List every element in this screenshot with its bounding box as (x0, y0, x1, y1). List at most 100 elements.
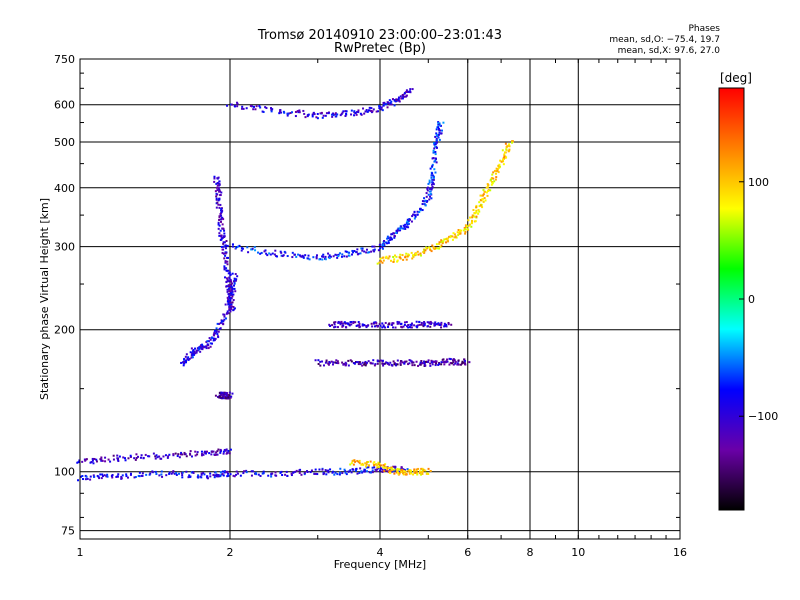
echo-point (487, 184, 490, 187)
echo-point (378, 104, 381, 107)
echo-point (505, 156, 508, 159)
echo-point (429, 325, 432, 328)
echo-point (149, 472, 152, 475)
echo-point (399, 257, 402, 260)
echo-point (109, 460, 112, 463)
echo-point (375, 470, 378, 473)
echo-point (329, 468, 332, 471)
echo-point (420, 323, 423, 326)
echo-point (361, 361, 364, 364)
echo-point (442, 240, 445, 243)
echo-point (287, 112, 290, 115)
echo-point (495, 167, 498, 170)
echo-point (251, 247, 254, 250)
echo-point (221, 236, 224, 239)
echo-point (408, 218, 411, 221)
echo-point (274, 471, 277, 474)
echo-point (349, 321, 352, 324)
echo-point (432, 151, 435, 154)
echo-point (358, 322, 361, 325)
echo-point (420, 467, 423, 470)
echo-point (81, 474, 84, 477)
echo-point (190, 356, 193, 359)
x-tick-label: 16 (673, 546, 687, 559)
echo-point (440, 363, 443, 366)
echo-point (435, 360, 438, 363)
echo-point (245, 469, 248, 472)
echo-point (225, 448, 228, 451)
echo-point (435, 133, 438, 136)
echo-point (386, 237, 389, 240)
echo-point (341, 111, 344, 114)
echo-point (404, 256, 407, 259)
echo-point (81, 460, 84, 463)
echo-point (367, 461, 370, 464)
echo-point (181, 476, 184, 479)
echo-point (247, 251, 250, 254)
echo-point (111, 474, 114, 477)
echo-point (216, 475, 219, 478)
echo-point (363, 324, 366, 327)
echo-point (347, 323, 350, 326)
echo-point (137, 474, 140, 477)
echo-point (340, 255, 343, 258)
echo-point (240, 107, 243, 110)
echo-point (334, 321, 337, 324)
echo-point (421, 467, 424, 470)
echo-point (271, 252, 274, 255)
echo-point (501, 160, 504, 163)
echo-point (279, 250, 282, 253)
echo-point (306, 115, 309, 118)
echo-point (178, 456, 181, 459)
echo-point (129, 473, 132, 476)
echo-point (399, 226, 402, 229)
echo-point (449, 361, 452, 364)
echo-point (221, 248, 224, 251)
echo-point (270, 107, 273, 110)
echo-point (392, 360, 395, 363)
echo-point (219, 471, 222, 474)
echo-point (181, 474, 184, 477)
echo-point (304, 254, 307, 257)
echo-point (205, 345, 208, 348)
echo-point (390, 233, 393, 236)
echo-point (217, 187, 220, 190)
echo-point (431, 181, 434, 184)
echo-point (231, 290, 234, 293)
echo-point (315, 257, 318, 260)
echo-point (497, 171, 500, 174)
echo-point (486, 183, 489, 186)
echo-point (223, 245, 226, 248)
echo-point (419, 473, 422, 476)
echo-point (165, 474, 168, 477)
echo-point (347, 470, 350, 473)
echo-point (262, 111, 265, 114)
echo-point (331, 115, 334, 118)
echo-point (502, 163, 505, 166)
echo-point (398, 468, 401, 471)
echo-point (227, 396, 230, 399)
echo-point (401, 254, 404, 257)
echo-point (176, 455, 179, 458)
echo-point (280, 470, 283, 473)
echo-point (407, 326, 410, 329)
echo-point (231, 282, 234, 285)
echo-point (185, 455, 188, 458)
echo-point (479, 204, 482, 207)
echo-point (450, 323, 453, 326)
echo-point (231, 295, 234, 298)
echo-point (456, 362, 459, 365)
echo-point (383, 469, 386, 472)
echo-point (223, 318, 226, 321)
echo-point (321, 116, 324, 119)
echo-point (349, 359, 352, 362)
echo-point (314, 468, 317, 471)
echo-point (93, 475, 96, 478)
echo-point (430, 176, 433, 179)
echo-point (440, 244, 443, 247)
echo-point (254, 108, 257, 111)
echo-point (231, 301, 234, 304)
echo-point (171, 471, 174, 474)
echo-point (230, 292, 233, 295)
echo-point (435, 140, 438, 143)
